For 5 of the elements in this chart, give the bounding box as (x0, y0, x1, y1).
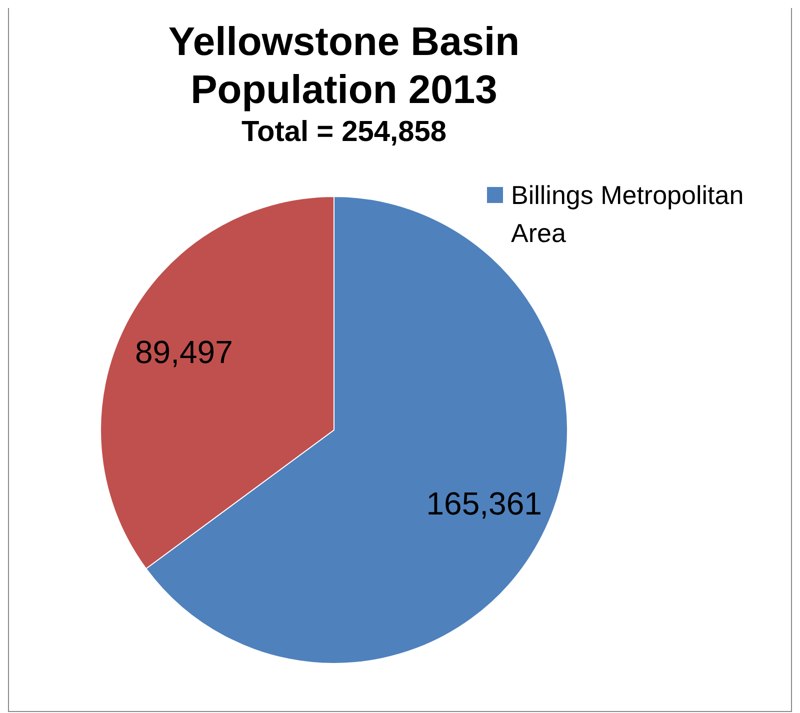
chart-title: Yellowstone Basin Population 2013 (167, 19, 521, 114)
data-label: 89,497 (134, 334, 233, 370)
chart-subtitle: Total = 254,858 (240, 116, 448, 149)
legend-label: Billings Metropolitan Area (511, 179, 745, 250)
data-label: 165,361 (426, 486, 542, 522)
